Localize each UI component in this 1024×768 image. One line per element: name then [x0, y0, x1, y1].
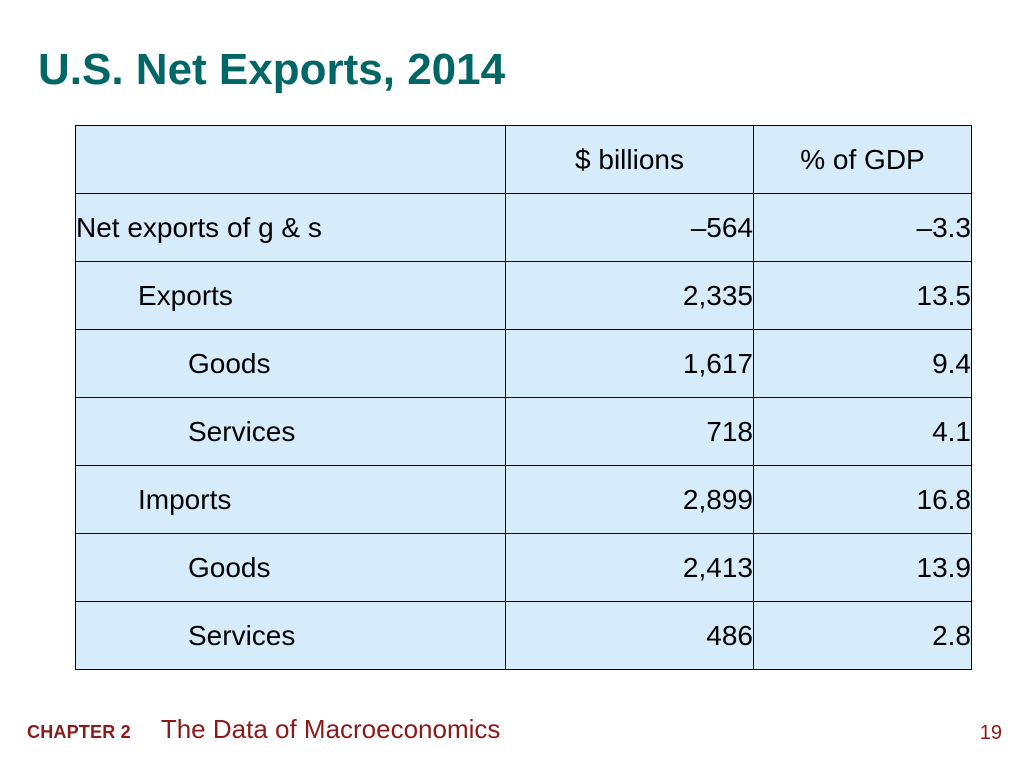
slide-footer: CHAPTER 2 The Data of Macroeconomics — [27, 714, 500, 748]
cell-billions: 486 — [505, 601, 754, 670]
footer-chapter: CHAPTER 2 — [27, 722, 131, 742]
cell-billions: 718 — [505, 397, 754, 466]
cell-pct-gdp: 4.1 — [753, 397, 972, 466]
cell-pct-gdp: 2.8 — [753, 601, 972, 670]
cell-pct-gdp: 13.5 — [753, 261, 972, 330]
slide-title: U.S. Net Exports, 2014 — [38, 45, 506, 94]
page-number: 19 — [979, 722, 1002, 744]
row-label-export-services: Services — [75, 397, 506, 466]
net-exports-table: $ billions % of GDP Net exports of g & s… — [75, 125, 972, 670]
row-label-imports: Imports — [75, 465, 506, 534]
cell-billions: 2,899 — [505, 465, 754, 534]
cell-billions: 1,617 — [505, 329, 754, 398]
cell-pct-gdp: 16.8 — [753, 465, 972, 534]
row-label-export-goods: Goods — [75, 329, 506, 398]
row-label-net-exports: Net exports of g & s — [75, 193, 506, 262]
row-label-import-goods: Goods — [75, 533, 506, 602]
table-header-row: $ billions % of GDP — [75, 125, 972, 194]
table-row: Exports 2,335 13.5 — [75, 261, 972, 330]
header-cell-billions: $ billions — [505, 125, 754, 194]
header-cell-blank — [75, 125, 506, 194]
cell-billions: 2,413 — [505, 533, 754, 602]
header-cell-pct-gdp: % of GDP — [753, 125, 972, 194]
cell-billions: 2,335 — [505, 261, 754, 330]
cell-pct-gdp: 9.4 — [753, 329, 972, 398]
table-row: Goods 1,617 9.4 — [75, 329, 972, 398]
cell-pct-gdp: –3.3 — [753, 193, 972, 262]
table-row: Services 718 4.1 — [75, 397, 972, 466]
table-row: Imports 2,899 16.8 — [75, 465, 972, 534]
table-row: Net exports of g & s –564 –3.3 — [75, 193, 972, 262]
cell-billions: –564 — [505, 193, 754, 262]
table-row: Services 486 2.8 — [75, 601, 972, 670]
table-row: Goods 2,413 13.9 — [75, 533, 972, 602]
cell-pct-gdp: 13.9 — [753, 533, 972, 602]
row-label-import-services: Services — [75, 601, 506, 670]
row-label-exports: Exports — [75, 261, 506, 330]
footer-subtitle: The Data of Macroeconomics — [160, 714, 501, 744]
